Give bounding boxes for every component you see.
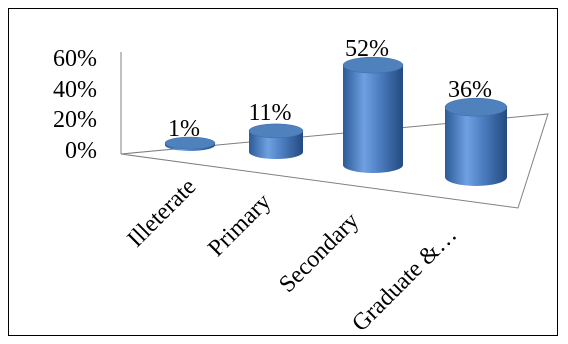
x-tick-label: Illeterate xyxy=(123,174,202,253)
y-tick-label: 60% xyxy=(53,46,97,72)
bar-illeterate xyxy=(164,136,216,151)
y-tick-label: 40% xyxy=(53,77,97,103)
y-axis-ticks: 0% 20% 40% 60% xyxy=(53,46,97,164)
bar-graduate- xyxy=(444,97,508,186)
bar-body xyxy=(249,130,303,159)
bar-body xyxy=(445,107,507,186)
data-label: 36% xyxy=(448,77,492,103)
data-label: 11% xyxy=(248,100,291,126)
bar-body xyxy=(343,65,403,173)
plot-floor xyxy=(120,113,549,209)
bar-top xyxy=(164,136,216,150)
x-tick-label: Secondary xyxy=(274,208,364,298)
bar-top xyxy=(342,56,404,74)
x-tick-label: Primary xyxy=(203,189,276,262)
data-label: 52% xyxy=(345,36,389,62)
bar-top xyxy=(444,97,508,117)
y-tick-label: 0% xyxy=(65,138,97,164)
bar-secondary xyxy=(342,56,404,173)
bar-primary xyxy=(248,123,304,159)
y-tick-label: 20% xyxy=(53,107,97,133)
data-label: 1% xyxy=(168,116,200,142)
bars-group: 1% 11% 52% 36% xyxy=(164,36,508,186)
x-tick-label: Graduate &… xyxy=(347,222,462,337)
bar-top xyxy=(248,123,304,139)
